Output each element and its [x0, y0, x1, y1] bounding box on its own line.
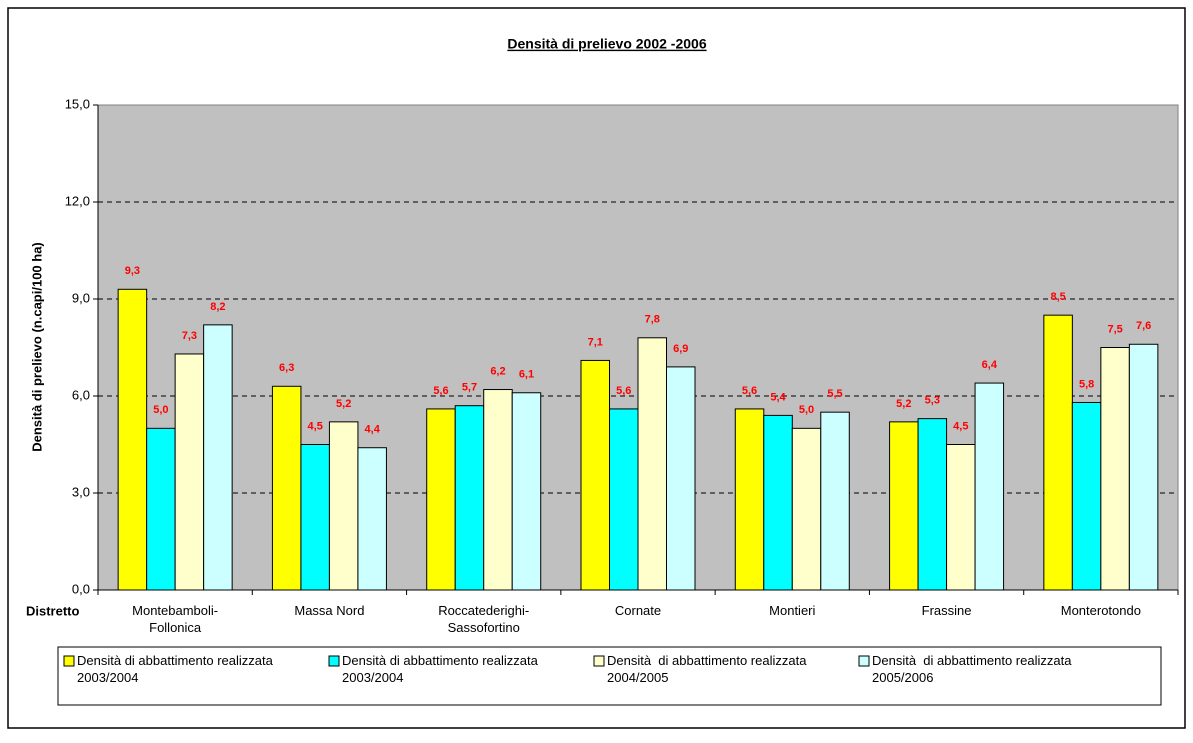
chart-title: Densità di prelievo 2002 -2006 — [507, 36, 706, 52]
value-label: 6,2 — [490, 365, 505, 377]
bar — [426, 408, 456, 591]
legend-entry: Densità di abbattimento realizzata 2003/2… — [342, 653, 539, 685]
x-tick-label: Monterotondo — [1061, 603, 1141, 618]
y-axis-label: Densità di prelievo (n.capi/100 ha) — [29, 242, 44, 452]
value-label: 5,2 — [896, 398, 911, 410]
value-label: 7,1 — [588, 336, 603, 348]
value-label: 5,0 — [153, 404, 168, 416]
value-label: 8,5 — [1050, 291, 1065, 303]
x-tick-label: Cornate — [615, 603, 661, 618]
bar — [946, 444, 976, 591]
bar — [1071, 401, 1102, 591]
value-label: 6,3 — [279, 362, 294, 374]
value-label: 5,3 — [925, 395, 940, 407]
bar — [328, 421, 359, 591]
bar — [580, 359, 610, 591]
bar — [820, 411, 850, 591]
value-label: 5,6 — [433, 385, 448, 397]
y-tick-label: 12,0 — [65, 193, 90, 208]
legend-swatch — [328, 655, 340, 667]
x-tick-label: Massa Nord — [294, 603, 364, 618]
value-label: 6,9 — [673, 343, 688, 355]
value-label: 6,1 — [519, 369, 534, 381]
bar — [146, 427, 176, 591]
value-label: 5,7 — [462, 382, 477, 394]
bar — [483, 389, 513, 591]
value-label: 5,0 — [799, 404, 814, 416]
value-label: 7,5 — [1107, 323, 1122, 335]
y-tick-label: 3,0 — [72, 484, 90, 499]
value-label: 7,6 — [1136, 320, 1151, 332]
bar — [609, 408, 639, 591]
bar — [1128, 343, 1159, 591]
y-tick-label: 6,0 — [72, 387, 90, 402]
value-label: 5,6 — [742, 385, 757, 397]
value-label: 4,4 — [365, 424, 381, 436]
bar — [1100, 347, 1130, 591]
legend-entry: Densità di abbattimento realizzata 2005/2… — [872, 653, 1072, 685]
bar — [974, 382, 1005, 591]
y-tick-label: 9,0 — [72, 290, 90, 305]
x-tick-label: Roccatederighi-Sassofortino — [438, 603, 529, 635]
y-tick-label: 0,0 — [72, 581, 90, 596]
bar — [203, 324, 233, 591]
x-axis-label: Distretto — [26, 603, 80, 618]
legend-swatch — [63, 655, 75, 667]
bar — [734, 408, 765, 591]
bar — [791, 427, 822, 591]
bar — [174, 353, 205, 591]
x-tick-label: Montebamboli-Follonica — [132, 603, 218, 635]
bar — [666, 366, 696, 591]
x-tick-label: Frassine — [922, 603, 972, 618]
value-label: 4,5 — [308, 420, 323, 432]
value-label: 6,4 — [982, 359, 998, 371]
legend-swatch — [593, 655, 605, 667]
value-label: 8,2 — [210, 301, 225, 313]
bar — [637, 337, 667, 591]
bar — [1043, 314, 1073, 591]
bar — [357, 447, 387, 591]
bar — [271, 385, 302, 591]
value-label: 7,3 — [182, 330, 197, 342]
bar — [117, 288, 148, 591]
value-label: 9,3 — [125, 265, 140, 277]
legend-entry: Densità di abbattimento realizzata 2003/2… — [77, 653, 274, 685]
value-label: 5,4 — [770, 391, 786, 403]
value-label: 5,5 — [827, 388, 842, 400]
value-label: 5,6 — [616, 385, 631, 397]
value-label: 7,8 — [645, 314, 660, 326]
value-label: 4,5 — [953, 420, 968, 432]
legend-entry: Densità di abbattimento realizzata 2004/2… — [607, 653, 807, 685]
bar — [454, 405, 485, 591]
bar — [300, 444, 330, 591]
x-tick-label: Montieri — [769, 603, 815, 618]
bar — [917, 418, 948, 591]
legend-swatch — [858, 655, 870, 667]
bar — [511, 392, 542, 591]
y-tick-label: 15,0 — [65, 96, 90, 111]
value-label: 5,8 — [1079, 378, 1094, 390]
bar — [889, 421, 919, 591]
bar — [763, 414, 793, 591]
value-label: 5,2 — [336, 398, 351, 410]
legend-box — [57, 646, 1162, 706]
